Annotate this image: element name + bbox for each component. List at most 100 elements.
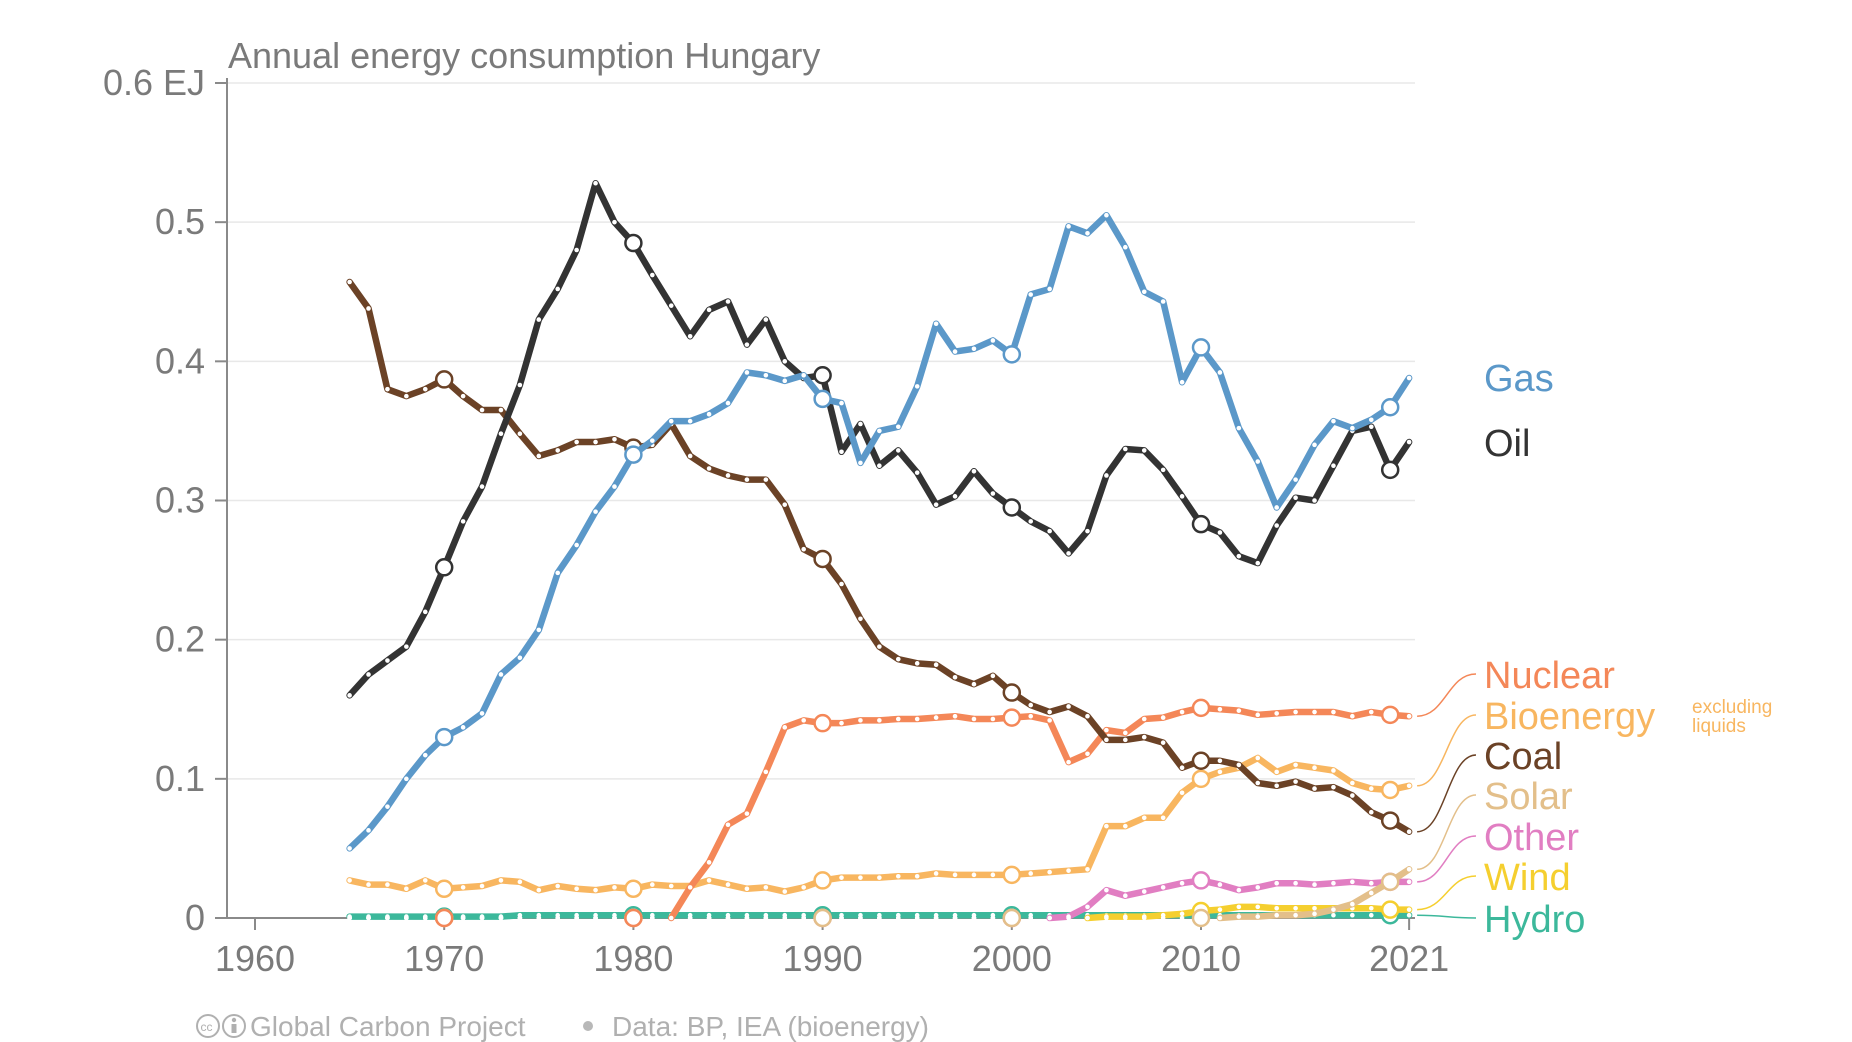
- data-point: [1066, 759, 1071, 765]
- data-point: [650, 915, 655, 921]
- data-point: [895, 424, 901, 430]
- data-point: [555, 448, 561, 453]
- data-point: [763, 477, 769, 482]
- data-point: [1047, 869, 1052, 875]
- data-point: [1368, 809, 1374, 815]
- data-point: [990, 673, 996, 679]
- data-point: [971, 468, 977, 474]
- data-point: [1104, 887, 1109, 893]
- data-point: [1236, 762, 1242, 768]
- decade-marker: [1191, 338, 1211, 357]
- data-point: [687, 453, 693, 459]
- data-point: [725, 822, 731, 828]
- data-point: [1160, 467, 1166, 473]
- data-point: [668, 915, 674, 921]
- data-point: [347, 846, 352, 851]
- decade-marker: [1380, 811, 1400, 830]
- data-point: [1217, 758, 1223, 764]
- data-point: [1179, 494, 1185, 499]
- data-point: [971, 346, 977, 352]
- data-point: [1350, 901, 1355, 907]
- decade-marker: [1380, 705, 1400, 725]
- decade-marker: [624, 233, 643, 253]
- data-point: [801, 718, 806, 723]
- data-point: [517, 915, 523, 921]
- data-point: [1293, 905, 1298, 911]
- data-point: [1066, 551, 1071, 556]
- data-point: [990, 915, 996, 921]
- svg-text:cc: cc: [201, 1020, 213, 1034]
- data-point: [347, 878, 352, 883]
- y-tick-label: 0.2: [155, 619, 205, 660]
- data-point: [1274, 905, 1279, 911]
- data-point: [858, 718, 863, 723]
- data-point: [744, 886, 750, 892]
- data-point: [593, 439, 598, 445]
- data-point: [952, 872, 958, 878]
- data-point: [1255, 885, 1261, 890]
- data-point: [612, 885, 617, 890]
- data-point: [1160, 740, 1166, 745]
- data-point: [914, 915, 920, 921]
- data-point: [839, 400, 844, 406]
- data-point: [517, 655, 523, 661]
- data-point: [1028, 702, 1034, 708]
- data-point: [555, 915, 561, 921]
- data-point: [1217, 915, 1223, 921]
- data-point: [1274, 523, 1279, 528]
- data-point: [1312, 882, 1317, 887]
- x-tick-label: 1980: [593, 938, 673, 979]
- data-point: [517, 879, 523, 885]
- data-point: [1293, 477, 1298, 482]
- data-point: [1085, 904, 1090, 910]
- data-point: [1217, 370, 1223, 375]
- data-point: [1085, 231, 1090, 236]
- data-point: [725, 299, 731, 304]
- decade-marker: [1191, 769, 1211, 789]
- data-point: [1236, 904, 1242, 910]
- data-point: [347, 915, 352, 921]
- data-point: [1104, 823, 1109, 829]
- data-point: [1028, 519, 1034, 524]
- decade-marker: [1191, 698, 1211, 718]
- data-point: [1104, 473, 1109, 478]
- data-point: [1368, 905, 1374, 911]
- data-point: [404, 393, 409, 399]
- data-point: [1274, 880, 1279, 886]
- data-point: [706, 878, 712, 883]
- data-point: [385, 386, 390, 392]
- data-point: [952, 349, 958, 354]
- data-point: [1255, 459, 1261, 464]
- data-point: [479, 407, 485, 413]
- data-point: [1123, 915, 1128, 921]
- data-point: [1141, 815, 1147, 821]
- series-label-other: Other: [1484, 817, 1579, 859]
- data-point: [1047, 709, 1052, 715]
- data-point: [933, 915, 939, 921]
- data-point: [1406, 375, 1412, 381]
- data-point: [498, 672, 504, 677]
- data-point: [971, 681, 977, 687]
- data-point: [1406, 713, 1412, 719]
- data-point: [763, 885, 769, 890]
- data-point: [706, 915, 712, 921]
- data-point: [877, 428, 882, 434]
- data-point: [1274, 912, 1279, 918]
- series-line-gas: [346, 211, 1413, 852]
- decade-marker: [624, 445, 643, 464]
- data-point: [517, 431, 523, 437]
- decade-marker: [1380, 872, 1400, 892]
- data-point: [1255, 712, 1261, 718]
- data-point: [1141, 448, 1147, 453]
- data-point: [1179, 790, 1185, 796]
- decade-marker: [624, 908, 643, 928]
- data-point: [1368, 890, 1374, 896]
- series-line-oil: [346, 179, 1413, 699]
- data-point: [1406, 912, 1412, 918]
- data-point: [1179, 915, 1185, 921]
- data-point: [895, 448, 901, 453]
- data-point: [687, 885, 693, 890]
- data-point: [1160, 715, 1166, 720]
- decade-marker: [1191, 514, 1211, 534]
- data-point: [1179, 379, 1185, 385]
